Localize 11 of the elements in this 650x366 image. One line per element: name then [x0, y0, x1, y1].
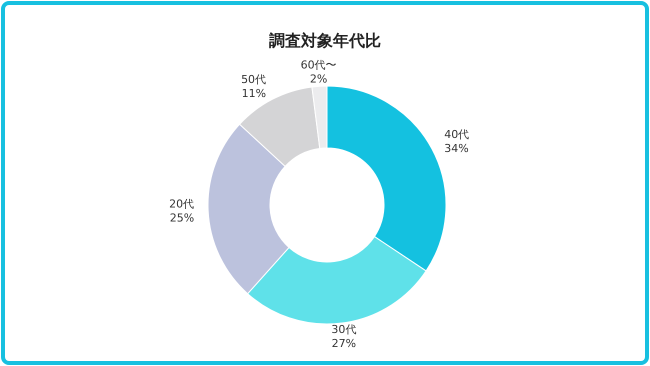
data-label: 2%: [310, 72, 328, 86]
slice-label: 50代: [241, 72, 266, 86]
slice-label: 30代: [331, 322, 356, 336]
chart-title: 調査対象年代比: [269, 31, 381, 50]
slice-label: 40代: [444, 128, 470, 142]
data-label: 25%: [170, 211, 194, 224]
data-label: 27%: [332, 336, 356, 350]
data-label: 34%: [444, 142, 469, 156]
slice-label: 20代: [169, 197, 194, 210]
data-label: 11%: [242, 86, 266, 100]
slice-label: 60代〜: [300, 58, 337, 72]
